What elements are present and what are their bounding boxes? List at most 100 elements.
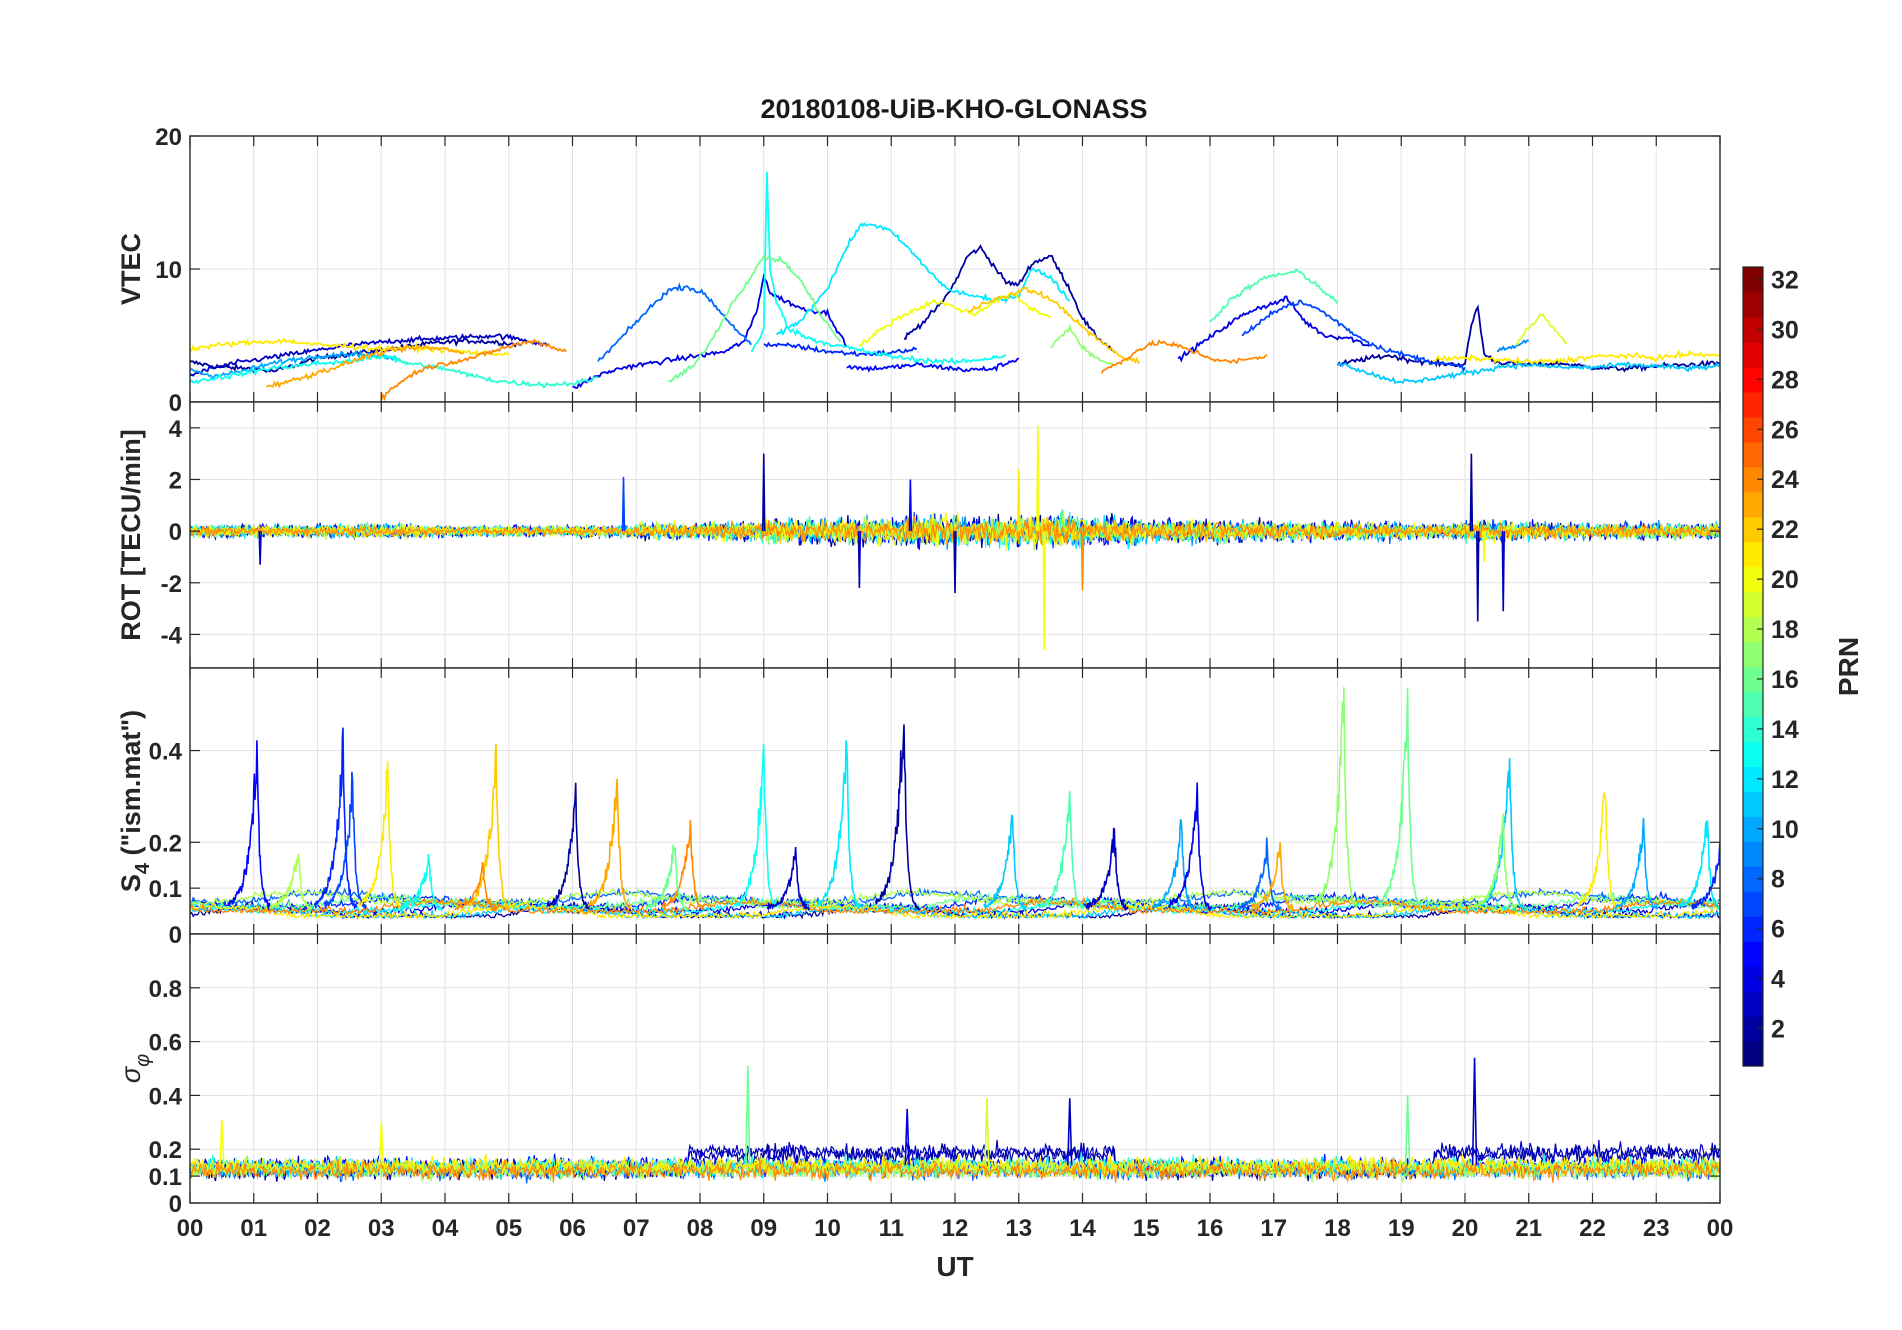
series-line-prn-2 [903, 244, 1115, 353]
y-tick-label: 0.6 [149, 1030, 182, 1057]
series-group [190, 171, 1720, 402]
colorbar-segment [1743, 291, 1763, 318]
rot-spike [857, 531, 862, 588]
colorbar-tick-label: 32 [1771, 266, 1799, 294]
colorbar-segment [1743, 516, 1763, 543]
series-line-prn-22 [967, 286, 1141, 364]
series-line-prn-13 [190, 895, 1720, 916]
s4-peak [1237, 837, 1282, 911]
s4-peak [983, 814, 1027, 912]
colorbar-tick-label: 26 [1771, 416, 1799, 444]
rot-spike [1501, 531, 1506, 612]
series-line-prn-3 [190, 332, 548, 377]
x-tick-label: 06 [559, 1215, 586, 1242]
series-line-prn-11 [1337, 361, 1720, 385]
colorbar-segment [1743, 641, 1763, 668]
x-tick-label: 08 [687, 1215, 714, 1242]
rot-spike [258, 531, 262, 565]
series-line-prn-21 [1432, 349, 1720, 366]
series-line-prn-18 [190, 886, 1720, 907]
colorbar-tick-label: 2 [1771, 1016, 1785, 1044]
series-line-prn-5 [846, 357, 1020, 373]
rot-spike [908, 479, 913, 532]
series-line-prn-21 [190, 337, 509, 358]
sigma-spike [219, 1119, 225, 1166]
s4-peak [399, 853, 444, 912]
sigma-spike [745, 1065, 751, 1166]
rot-spike [1469, 453, 1474, 532]
series-line-prn-4 [1177, 295, 1370, 363]
y-axis-label: S4 ("ism.mat") [116, 710, 154, 892]
colorbar-segment [1743, 366, 1763, 393]
colorbar-segment [1743, 316, 1763, 343]
sigma-spike [1471, 1057, 1478, 1166]
colorbar-tick-label: 22 [1771, 516, 1799, 544]
colorbar-tick-label: 14 [1771, 716, 1799, 744]
y-tick-label: 0.4 [149, 1083, 183, 1110]
y-tick-label: 0 [169, 390, 182, 417]
colorbar-tick-label: 12 [1771, 766, 1799, 794]
s4-peak [1250, 842, 1295, 913]
colorbar-segment [1743, 991, 1763, 1017]
series-group [190, 686, 1720, 921]
colorbar-label: PRN [1833, 637, 1864, 696]
colorbar-segment [1743, 616, 1763, 643]
y-tick-label: 20 [155, 124, 182, 151]
x-tick-label: 02 [304, 1215, 331, 1242]
s4-peak [1576, 792, 1620, 910]
colorbar-segment [1743, 816, 1763, 842]
y-tick-label: 0.1 [149, 1164, 182, 1191]
colorbar-segment [1743, 416, 1763, 443]
series-line-prn-13 [190, 354, 408, 385]
series-line-prn-24 [190, 895, 1720, 916]
x-tick-label: 00 [1707, 1215, 1734, 1242]
x-tick-label: 16 [1197, 1215, 1224, 1242]
colorbar-segment [1743, 766, 1763, 792]
series-line-prn-21 [190, 1153, 1720, 1178]
y-axis-label: VTEC [116, 233, 146, 305]
x-tick-label: 17 [1260, 1215, 1287, 1242]
colorbar-segment [1743, 841, 1763, 867]
x-tick-label: 13 [1005, 1215, 1032, 1242]
colorbar-tick-label: 30 [1771, 316, 1799, 344]
y-tick-label: 4 [169, 416, 183, 443]
sigma-spike [984, 1098, 990, 1166]
s4-peak [1040, 791, 1084, 911]
x-tick-label: 11 [879, 1215, 904, 1242]
colorbar-segment [1743, 741, 1763, 767]
y-tick-label: 0.4 [149, 739, 183, 766]
colorbar-segment [1743, 566, 1763, 593]
series-line-prn-4 [572, 273, 848, 389]
series-line-prn-24 [190, 1157, 1720, 1183]
x-tick-label: 09 [750, 1215, 777, 1242]
y-axis-label: σφ [116, 1054, 154, 1083]
series-line-prn-15 [1209, 267, 1339, 323]
series-line-prn-7 [1241, 299, 1466, 373]
x-tick-label: 03 [368, 1215, 395, 1242]
colorbar-segment [1743, 1016, 1763, 1042]
colorbar-segment [1743, 541, 1763, 568]
x-tick-label: 10 [814, 1215, 841, 1242]
series-line-prn-6 [763, 341, 917, 357]
x-tick-label: 12 [942, 1215, 969, 1242]
s4-peak [546, 782, 590, 910]
s4-peak [1614, 817, 1658, 910]
sigma-spike [904, 1108, 910, 1166]
colorbar-segment [1743, 716, 1763, 743]
x-tick-label: 14 [1069, 1215, 1096, 1242]
s4-peak [1474, 813, 1518, 910]
series-line-prn-9 [1496, 339, 1529, 353]
colorbar-segment [1743, 666, 1763, 693]
colorbar-segment [1743, 966, 1763, 992]
s4-peak [227, 740, 272, 911]
sigma-spike [1067, 1098, 1073, 1166]
y-tick-label: 0 [169, 1191, 182, 1218]
x-tick-label: 05 [495, 1215, 522, 1242]
s4-peak [323, 771, 367, 910]
series-line-prn-20 [858, 292, 1051, 348]
series-line-prn-24 [190, 515, 1720, 545]
s4-peak [645, 844, 689, 912]
s4-peak [1314, 686, 1359, 909]
colorbar-tick-label: 20 [1771, 566, 1799, 594]
rot-spike [1042, 531, 1047, 650]
